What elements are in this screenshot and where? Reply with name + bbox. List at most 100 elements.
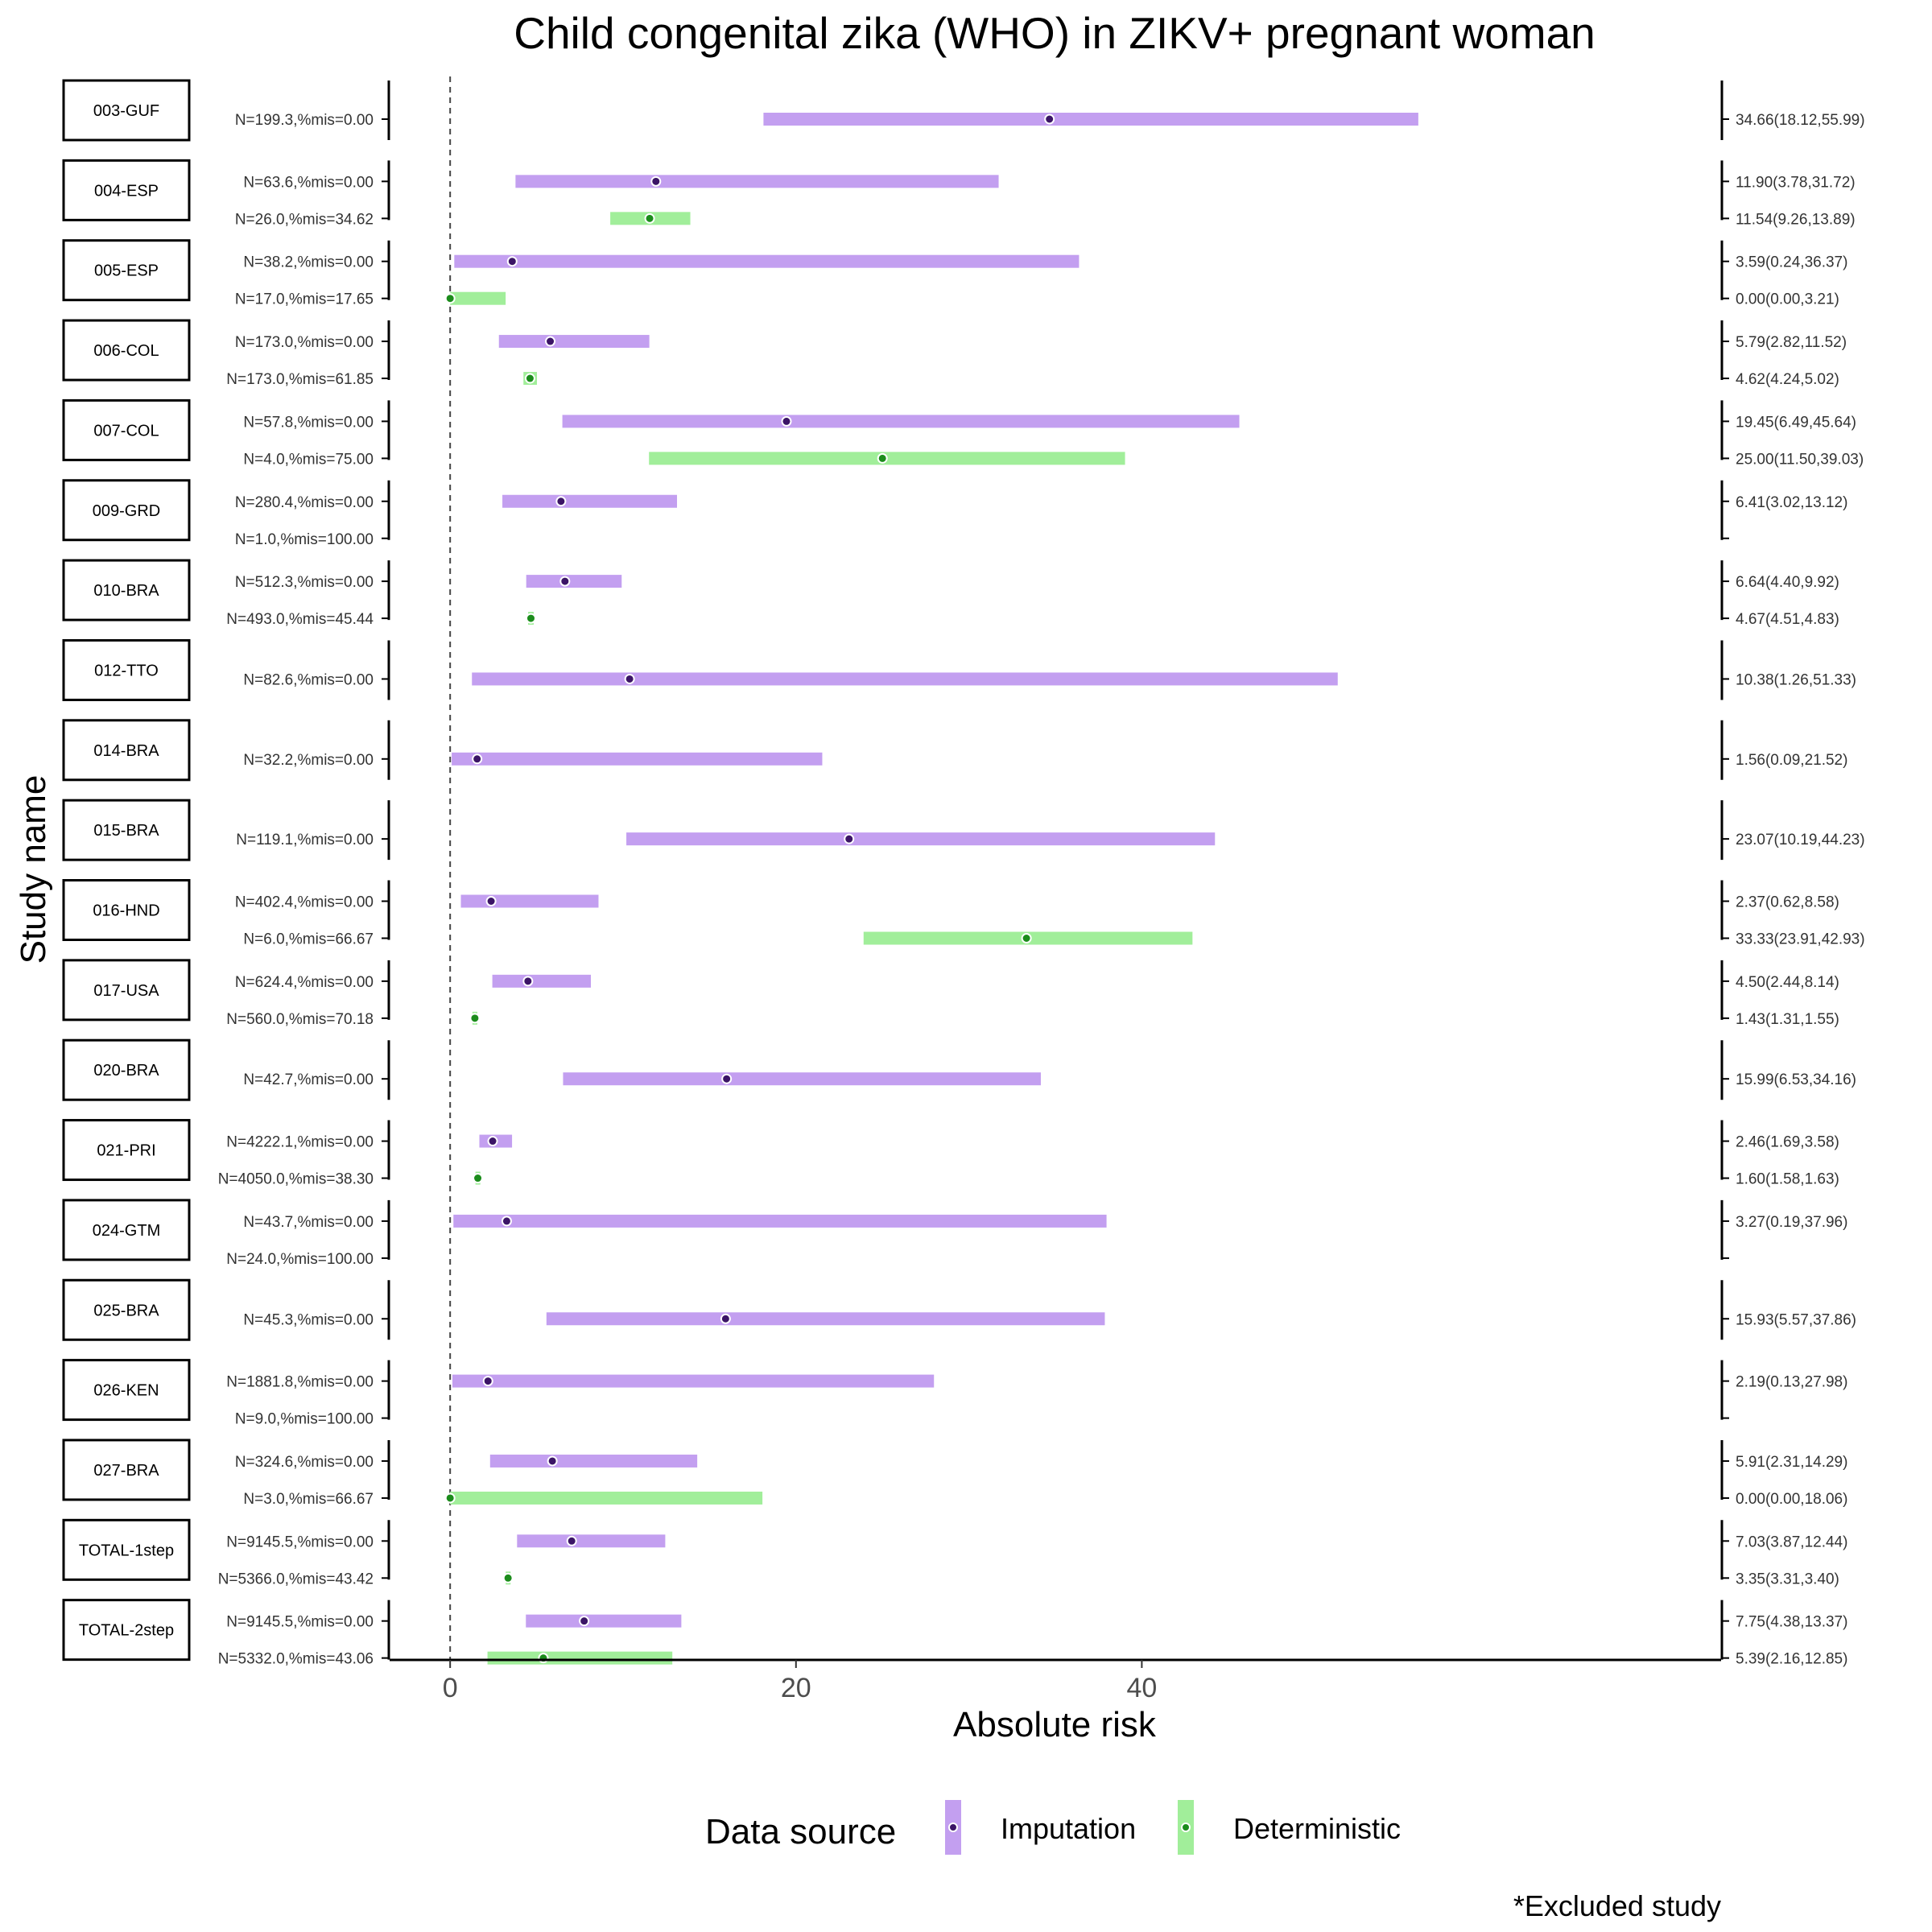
ci-bar-imputation	[517, 1534, 666, 1548]
study-name-label: 007-COL	[93, 422, 159, 440]
ci-bar-deterministic	[450, 291, 506, 305]
study-name-box	[62, 879, 191, 941]
row-label: N=9145.5,%mis=0.00	[226, 1534, 374, 1550]
row-label: N=1881.8,%mis=0.00	[226, 1374, 374, 1391]
study-name-label: 004-ESP	[94, 182, 159, 200]
ci-bar-imputation	[453, 1214, 1107, 1228]
ci-bar-imputation	[492, 974, 592, 988]
point-estimate-imputation	[555, 496, 567, 507]
point-estimate-imputation	[485, 896, 497, 906]
row-label: N=624.4,%mis=0.00	[235, 974, 374, 991]
estimate-labels-column: 34.66(18.12,55.99) 11.90(3.78,31.72) 11.54…	[1720, 80, 1865, 1668]
study-name-label: 024-GTM	[93, 1222, 160, 1240]
row-label: N=560.0,%mis=70.18	[226, 1011, 374, 1028]
estimate-label: 2.46(1.69,3.58)	[1736, 1134, 1839, 1151]
estimate-label: 2.19(0.13,27.98)	[1736, 1374, 1847, 1391]
study-name-label: 016-HND	[93, 902, 159, 920]
x-axis-title: Absolute risk	[953, 1705, 1157, 1744]
row-label: N=57.8,%mis=0.00	[243, 414, 374, 431]
estimate-label: 3.59(0.24,36.37)	[1736, 254, 1847, 271]
study-name-label: 012-TTO	[94, 662, 159, 679]
point-estimate-imputation	[559, 576, 571, 587]
estimate-label: 23.07(10.19,44.23)	[1736, 832, 1865, 848]
row-label: N=43.7,%mis=0.00	[243, 1214, 374, 1231]
ci-bar-imputation	[526, 575, 622, 588]
point-estimate-deterministic	[444, 293, 456, 304]
estimate-label: 15.99(6.53,34.16)	[1736, 1071, 1856, 1088]
estimate-label: 4.62(4.24,5.02)	[1736, 371, 1839, 388]
point-estimate-deterministic	[444, 1492, 456, 1504]
study-name-box	[62, 79, 191, 142]
estimate-label: 7.03(3.87,12.44)	[1736, 1534, 1847, 1550]
point-estimate-deterministic	[525, 613, 536, 624]
study-name-box	[62, 1038, 191, 1101]
estimate-label: 5.39(2.16,12.85)	[1736, 1651, 1847, 1668]
row-labels-column: N=199.3,%mis=0.00 N=63.6,%mis=0.00 N=26.0,…	[218, 80, 390, 1668]
legend-label-imputation: Imputation	[1001, 1812, 1136, 1845]
ci-bar-imputation	[502, 494, 678, 508]
study-name-box	[62, 719, 191, 782]
x-tick-label: 20	[781, 1673, 811, 1703]
estimate-label: 1.43(1.31,1.55)	[1736, 1011, 1839, 1028]
study-name-box	[62, 1119, 191, 1182]
point-estimate-deterministic	[644, 213, 655, 224]
ci-bar-imputation	[452, 1374, 935, 1388]
row-label: N=5366.0,%mis=43.42	[218, 1571, 374, 1587]
ci-bar-imputation	[452, 752, 823, 766]
point-estimate-deterministic	[473, 1173, 484, 1184]
point-estimate-imputation	[721, 1073, 733, 1084]
study-name-box	[62, 559, 191, 621]
row-label: N=119.1,%mis=0.00	[236, 832, 374, 848]
row-label: N=1.0,%mis=100.00	[235, 531, 374, 548]
study-name-label: 026-KEN	[93, 1382, 159, 1400]
study-name-box	[62, 239, 191, 302]
row-label: N=38.2,%mis=0.00	[243, 254, 374, 271]
point-estimate-imputation	[1044, 114, 1055, 125]
estimate-label: 11.90(3.78,31.72)	[1736, 174, 1856, 191]
legend-title: Data source	[705, 1812, 896, 1852]
estimate-label: 25.00(11.50,39.03)	[1736, 451, 1864, 468]
ci-bar-imputation	[460, 894, 599, 908]
row-label: N=63.6,%mis=0.00	[243, 174, 374, 191]
legend-label-deterministic: Deterministic	[1233, 1812, 1401, 1845]
study-name-label: 009-GRD	[93, 502, 160, 520]
study-name-label: 006-COL	[93, 342, 159, 360]
study-name-box	[62, 319, 191, 382]
plot-panel: 0 20 40	[390, 76, 1721, 1703]
estimate-label: 6.41(3.02,13.12)	[1736, 494, 1847, 511]
row-label: N=4222.1,%mis=0.00	[226, 1134, 374, 1151]
estimate-label: 3.35(3.31,3.40)	[1736, 1571, 1839, 1587]
row-label: N=3.0,%mis=66.67	[243, 1491, 374, 1508]
study-name-box	[62, 1439, 191, 1501]
x-tick-label: 40	[1126, 1673, 1157, 1703]
estimate-label: 0.00(0.00,3.21)	[1736, 291, 1839, 308]
estimate-label: 34.66(18.12,55.99)	[1736, 112, 1865, 129]
study-name-label: 020-BRA	[93, 1062, 159, 1080]
ci-bar-imputation	[526, 1614, 682, 1628]
study-name-label: 003-GUF	[93, 102, 159, 120]
ci-bar-deterministic	[487, 1651, 673, 1665]
row-label: N=9145.5,%mis=0.00	[226, 1614, 374, 1631]
row-label: N=9.0,%mis=100.00	[235, 1411, 374, 1428]
estimate-label: 33.33(23.91,42.93)	[1736, 931, 1865, 948]
study-name-box	[62, 1518, 191, 1581]
study-name-label: 025-BRA	[93, 1302, 159, 1319]
point-estimate-deterministic	[502, 1572, 514, 1583]
estimate-label: 1.60(1.58,1.63)	[1736, 1171, 1839, 1188]
study-name-label: 021-PRI	[97, 1142, 155, 1160]
study-name-box	[62, 1599, 191, 1662]
estimate-label: 5.91(2.31,14.29)	[1736, 1454, 1847, 1471]
row-label: N=4050.0,%mis=38.30	[218, 1171, 374, 1188]
estimate-label: 4.50(2.44,8.14)	[1736, 974, 1839, 991]
study-name-label: 017-USA	[93, 982, 159, 1000]
study-name-box	[62, 638, 191, 701]
estimate-label: 7.75(4.38,13.37)	[1736, 1614, 1847, 1631]
row-label: N=17.0,%mis=17.65	[235, 291, 374, 308]
study-name-label: 005-ESP	[94, 262, 159, 280]
footnote: *Excluded study	[1513, 1889, 1721, 1922]
row-label: N=45.3,%mis=0.00	[243, 1311, 374, 1328]
estimate-label: 6.64(4.40,9.92)	[1736, 574, 1839, 591]
point-estimate-imputation	[545, 336, 556, 347]
row-label: N=32.2,%mis=0.00	[243, 752, 374, 769]
